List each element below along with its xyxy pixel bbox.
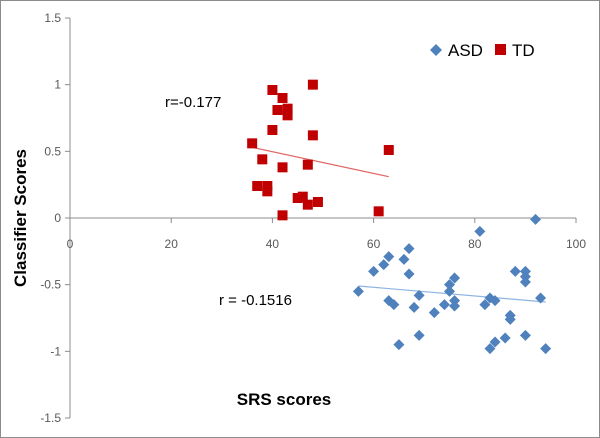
y-tick-label: -0.5 xyxy=(40,278,61,292)
td-correlation-label: r=-0.177 xyxy=(165,94,221,111)
data-point-asd xyxy=(352,285,364,297)
y-tick-label: -1.5 xyxy=(40,411,61,425)
data-point-td xyxy=(383,145,394,155)
data-point-asd xyxy=(519,329,531,341)
y-tick-label: 1.5 xyxy=(44,11,61,25)
data-point-asd xyxy=(383,295,395,307)
data-point-asd xyxy=(484,343,496,355)
data-point-td xyxy=(257,154,268,165)
data-point-td xyxy=(262,181,273,191)
legend-td-label: TD xyxy=(512,41,535,60)
data-point-td xyxy=(302,199,313,210)
y-tick-label: -1 xyxy=(50,344,61,358)
data-point-asd xyxy=(519,276,531,288)
y-tick-label: 0.5 xyxy=(44,144,61,158)
data-point-asd xyxy=(383,251,395,263)
x-tick-label: 20 xyxy=(165,237,179,251)
data-point-asd xyxy=(530,213,542,225)
data-point-td xyxy=(282,110,293,121)
data-point-td xyxy=(267,85,278,95)
data-point-asd xyxy=(540,343,552,355)
data-point-td xyxy=(312,197,323,207)
x-tick-label: 80 xyxy=(468,237,482,251)
data-point-asd xyxy=(444,285,455,297)
x-axis-title: SRS scores xyxy=(237,390,332,409)
data-point-asd xyxy=(413,289,425,301)
data-point-asd xyxy=(504,313,516,325)
legend: ASD TD xyxy=(430,41,535,60)
data-point-asd xyxy=(393,339,405,351)
data-point-asd xyxy=(403,243,415,255)
data-point-td xyxy=(307,79,318,90)
data-point-asd xyxy=(509,265,521,277)
legend-td-marker xyxy=(495,44,506,55)
trendline-td xyxy=(252,146,389,178)
data-point-asd xyxy=(413,329,425,341)
data-point-asd xyxy=(474,225,486,237)
data-point-td xyxy=(267,125,278,135)
legend-asd-marker xyxy=(430,44,442,56)
data-point-td xyxy=(262,186,273,197)
axes: 1.5 1 0.5 0 -0.5 -1 -1.5 0 20 40 60 80 100 xyxy=(40,11,586,425)
data-point-asd xyxy=(378,259,390,271)
trendlines xyxy=(252,146,546,303)
labels: SRS scores Classifier Scores r=-0.177 r … xyxy=(11,94,331,409)
data-point-asd xyxy=(535,292,547,304)
data-point-td xyxy=(272,105,283,115)
data-point-asd xyxy=(444,279,455,291)
data-point-asd xyxy=(428,307,440,319)
data-point-td xyxy=(277,93,288,103)
data-point-asd xyxy=(489,336,501,348)
x-tick-label: 0 xyxy=(67,237,74,251)
data-point-asd xyxy=(489,295,501,307)
data-points xyxy=(247,79,552,355)
x-tick-label: 60 xyxy=(367,237,381,251)
data-point-td xyxy=(247,138,258,149)
data-point-asd xyxy=(398,253,410,265)
y-tick-label: 1 xyxy=(54,78,61,92)
y-tick-label: 0 xyxy=(54,211,61,225)
x-tick-label: 100 xyxy=(566,237,586,251)
data-point-td xyxy=(277,210,288,221)
data-point-asd xyxy=(368,265,380,277)
data-point-asd xyxy=(408,301,420,313)
data-point-td xyxy=(292,193,303,203)
y-axis-title: Classifier Scores xyxy=(11,149,30,287)
data-point-td xyxy=(297,191,308,202)
data-point-asd xyxy=(438,299,450,311)
data-point-asd xyxy=(479,299,491,311)
data-point-td xyxy=(307,130,318,141)
legend-asd-label: ASD xyxy=(448,41,483,60)
data-point-td xyxy=(252,181,263,191)
data-point-asd xyxy=(403,268,415,280)
data-point-td xyxy=(302,159,313,170)
data-point-td xyxy=(282,103,293,114)
data-point-asd xyxy=(499,332,511,344)
data-point-td xyxy=(277,162,288,173)
data-point-asd xyxy=(449,300,461,312)
x-tick-label: 40 xyxy=(266,237,280,251)
asd-correlation-label: r = -0.1516 xyxy=(219,292,292,309)
data-point-asd xyxy=(449,272,461,284)
data-point-td xyxy=(373,206,384,217)
